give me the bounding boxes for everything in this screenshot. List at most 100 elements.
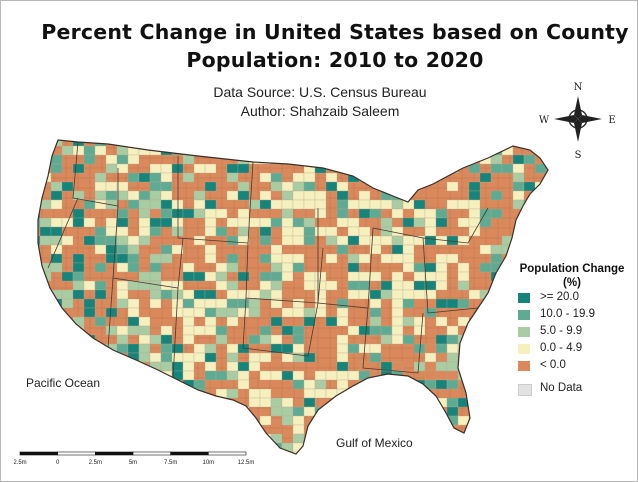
county-cell <box>380 325 393 336</box>
county-cell <box>182 262 195 273</box>
county-cell <box>128 128 139 137</box>
county-cell <box>50 235 63 246</box>
county-cell <box>534 163 547 174</box>
county-cell <box>479 397 492 408</box>
scale-tick-label: 5m <box>129 460 137 466</box>
county-cell <box>182 370 195 381</box>
county-cell <box>314 190 327 201</box>
county-cell <box>149 163 162 174</box>
county-cell <box>149 262 162 273</box>
county-cell <box>348 128 359 137</box>
compass-w: W <box>539 115 550 126</box>
county-cell <box>72 262 85 273</box>
county-cell <box>237 361 250 372</box>
county-cell <box>248 289 261 300</box>
county-cell <box>105 154 118 165</box>
legend-swatch <box>518 344 530 354</box>
county-cell <box>18 299 29 308</box>
county-cell <box>182 208 195 219</box>
county-cell <box>402 244 415 255</box>
county-cell <box>204 244 217 255</box>
county-cell <box>72 406 85 417</box>
county-cell <box>270 253 283 264</box>
county-cell <box>38 415 41 426</box>
county-cell <box>292 190 305 201</box>
county-cell <box>72 271 85 282</box>
county-cell <box>369 415 382 426</box>
county-cell <box>18 344 29 353</box>
county-cell <box>391 388 404 399</box>
county-cell <box>50 199 63 210</box>
county-cell <box>468 397 481 408</box>
county-cell <box>468 433 481 444</box>
county-cell <box>424 271 437 282</box>
county-cell <box>149 370 162 381</box>
county-cell <box>358 424 371 435</box>
county-cell <box>457 140 470 147</box>
county-cell <box>226 253 239 264</box>
county-cell <box>424 172 437 183</box>
county-cell <box>237 307 250 318</box>
county-cell <box>204 181 217 192</box>
county-cell <box>226 388 239 399</box>
legend-item: < 0.0 <box>516 358 634 375</box>
county-cell <box>303 226 316 237</box>
county-cell <box>38 163 41 174</box>
county-cell <box>292 298 305 309</box>
county-cell <box>446 298 459 309</box>
county-cell <box>512 154 525 165</box>
county-cell <box>479 415 492 426</box>
county-cell <box>259 190 272 201</box>
county-cell <box>83 334 96 345</box>
county-cell <box>391 253 404 264</box>
county-cell <box>226 262 239 273</box>
county-cell <box>127 406 140 417</box>
county-cell <box>50 307 63 318</box>
county-cell <box>116 181 129 192</box>
county-cell <box>468 451 481 454</box>
county-cell <box>215 140 228 147</box>
county-cell <box>204 163 217 174</box>
county-cell <box>380 289 393 300</box>
county-cell <box>61 289 74 300</box>
county-cell <box>413 424 426 435</box>
county-cell <box>314 388 327 399</box>
county-cell <box>226 217 239 228</box>
county-cell <box>160 361 173 372</box>
county-cell <box>479 361 492 372</box>
county-cell <box>204 253 217 264</box>
county-cell <box>512 406 525 417</box>
county-cell <box>215 397 228 408</box>
county-cell <box>545 154 548 165</box>
county-cell <box>215 370 228 381</box>
county-cell <box>303 388 316 399</box>
county-cell <box>83 280 96 291</box>
county-cell <box>160 379 173 390</box>
county-cell <box>347 140 360 147</box>
legend-swatch <box>518 293 530 303</box>
county-cell <box>435 343 448 354</box>
county-cell <box>424 451 437 454</box>
county-cell <box>72 145 85 156</box>
county-cell <box>193 271 206 282</box>
legend-swatch <box>518 361 530 371</box>
county-cell <box>281 253 294 264</box>
us-outline <box>37 139 549 455</box>
county-cell <box>138 343 151 354</box>
county-cell <box>545 442 548 453</box>
county-cell <box>18 209 29 218</box>
county-cell <box>61 145 74 156</box>
county-cell <box>303 280 316 291</box>
county-cell <box>303 307 316 318</box>
county-cell <box>325 154 338 165</box>
county-cell <box>347 271 360 282</box>
county-cell <box>226 343 239 354</box>
county-cell <box>281 199 294 210</box>
county-cell <box>72 217 85 228</box>
county-cell <box>336 235 349 246</box>
county-cell <box>391 379 404 390</box>
county-cell <box>391 199 404 210</box>
county-cell <box>479 172 492 183</box>
county-cell <box>545 397 548 408</box>
county-cell <box>490 361 503 372</box>
